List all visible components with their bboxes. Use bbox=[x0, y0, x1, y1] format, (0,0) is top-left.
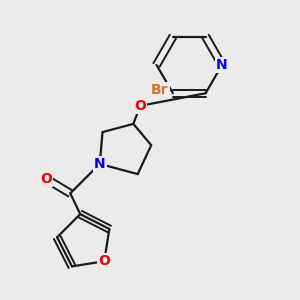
Text: O: O bbox=[134, 99, 146, 113]
Text: N: N bbox=[94, 157, 106, 171]
Text: O: O bbox=[98, 254, 110, 268]
Text: O: O bbox=[40, 172, 52, 186]
Text: N: N bbox=[216, 58, 228, 72]
Text: Br: Br bbox=[151, 83, 169, 97]
